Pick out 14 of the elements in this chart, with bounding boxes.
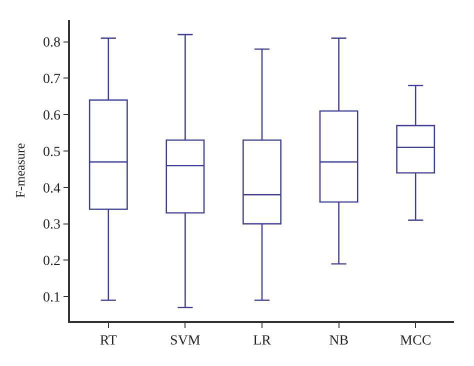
y-tick-label: 0.1 (42, 290, 60, 306)
y-tick-label: 0.7 (42, 72, 60, 88)
y-axis-title: F-measure (12, 142, 28, 198)
y-tick-label: 0.3 (42, 218, 60, 233)
y-tick-label: 0.4 (42, 181, 60, 196)
y-tick-label: 0.8 (42, 36, 60, 51)
x-tick-label: NB (329, 334, 349, 349)
y-tick-label: 0.2 (42, 254, 60, 270)
y-tick-label: 0.5 (42, 144, 60, 160)
x-tick-label: SVM (170, 334, 201, 349)
x-tick-label: RT (100, 334, 118, 349)
x-tick-label: LR (253, 334, 272, 349)
y-tick-label: 0.6 (42, 108, 60, 124)
x-tick-label: MCC (400, 334, 432, 349)
